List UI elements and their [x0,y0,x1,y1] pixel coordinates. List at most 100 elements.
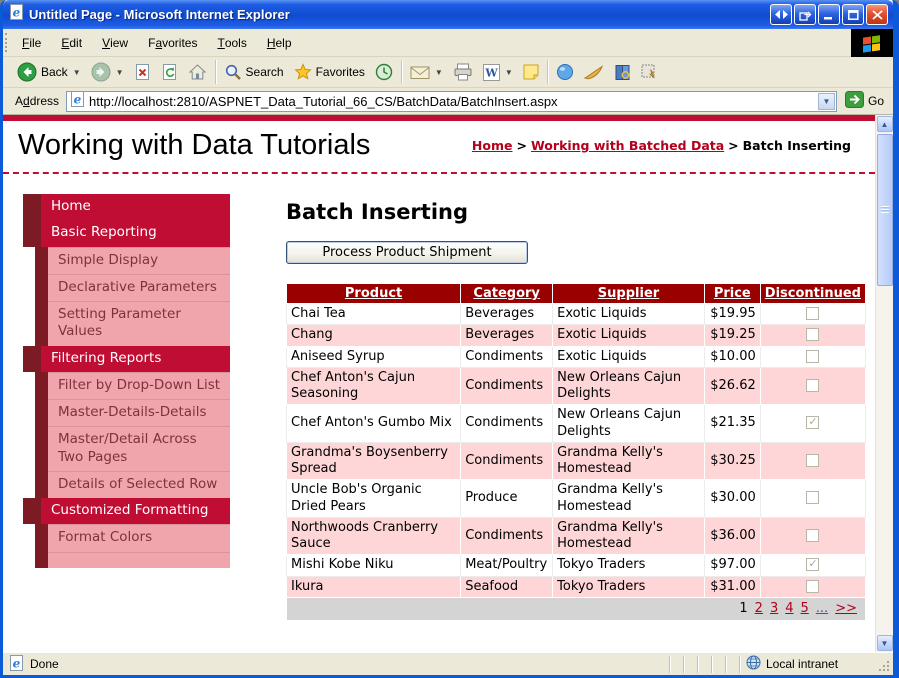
resize-grip[interactable] [877,656,891,673]
sidebar-item-partial[interactable] [35,551,230,568]
sidebar-item[interactable]: Home [23,194,230,221]
sort-link[interactable]: Product [344,286,403,301]
sidebar-item-label: Master/Detail Across Two Pages [48,426,230,471]
discontinued-cell [759,404,867,443]
go-button[interactable]: Go [837,91,889,111]
history-icon [375,63,393,81]
sidebar-item-label: Basic Reporting [41,220,230,247]
pager-next-link[interactable]: >> [835,600,857,616]
sidebar-item[interactable]: Declarative Parameters [35,273,230,302]
column-header-supplier: Supplier [552,283,705,304]
sidebar-item[interactable]: Master/Detail Across Two Pages [35,426,230,471]
sidebar-item[interactable]: Simple Display [35,246,230,274]
sidebar-item[interactable]: Setting Parameter Values [35,301,230,346]
product-cell: Chang [285,324,462,347]
pager-page-link[interactable]: 5 [800,600,809,616]
vertical-scrollbar: ▲ ▼ [875,115,893,652]
print-button[interactable] [448,61,478,83]
supplier-cell: Grandma Kelly's Homestead [552,516,705,556]
favorites-label: Favorites [315,65,365,79]
address-dropdown-button[interactable]: ▼ [817,92,835,110]
sidebar-item[interactable]: Filter by Drop-Down List [35,371,230,400]
price-cell: $21.35 [703,404,761,443]
column-header-discontinued: Discontinued [759,283,867,304]
sidebar-item[interactable]: Customized Formatting [23,498,230,525]
pager-page-link[interactable]: 4 [785,600,794,616]
breadcrumb-link[interactable]: Working with Batched Data [530,138,725,153]
price-cell: $26.62 [703,366,761,406]
address-input[interactable] [89,93,814,109]
breadcrumb-link[interactable]: Home [471,138,513,153]
swoosh-icon [583,64,604,80]
scroll-down-button[interactable]: ▼ [876,635,893,651]
product-cell: Ikura [285,575,462,598]
pan-button[interactable] [770,4,792,25]
search-button[interactable]: Search [219,61,289,83]
toolbar-separator [214,60,216,84]
toolbar-separator [546,60,548,84]
forward-button[interactable]: ▼ [86,60,129,84]
table-row: Chef Anton's Cajun Seasoning Condiments Ne… [285,366,867,406]
discontinued-checkbox [806,491,820,505]
sidebar-item[interactable]: Filtering Reports [23,345,230,372]
sidebar-item[interactable]: Details of Selected Row [35,470,230,499]
discontinued-cell [759,366,867,406]
scroll-up-button[interactable]: ▲ [876,116,893,132]
close-button[interactable] [866,4,888,25]
product-cell: Aniseed Syrup [285,345,462,368]
sidebar-item-accent [35,470,48,499]
price-cell: $30.25 [703,441,761,481]
sort-link[interactable]: Category [473,286,540,301]
word-button[interactable]: W ▼ [478,62,518,83]
history-button[interactable] [370,61,398,83]
pager-page-link[interactable]: 2 [754,600,763,616]
stop-button[interactable] [129,61,156,83]
table-row: Chai Tea Beverages Exotic Liquids $19.95 [285,302,867,326]
sidebar-item-label: Simple Display [48,246,230,274]
maximize-button[interactable] [842,4,864,25]
discontinued-checkbox [806,557,820,572]
sidebar-menu: Home Basic Reporting Simple Display Declara… [23,194,230,568]
sidebar-item[interactable]: Master-Details-Details [35,399,230,427]
research-button[interactable] [609,62,636,83]
discontinued-checkbox [806,378,820,392]
swoosh-button[interactable] [579,63,609,82]
home-button[interactable] [183,61,212,83]
svg-text:W: W [484,66,498,79]
category-cell: Seafood [460,575,554,598]
toolbar-grip[interactable] [5,33,10,52]
product-cell: Chai Tea [285,302,462,326]
pager-row: 1 2 3 4 5... >> [286,596,866,622]
gridtool-button[interactable] [636,62,662,82]
scrollbar-thumb[interactable] [876,134,893,286]
pager-ellipsis-link[interactable]: ... [815,600,829,616]
sort-link[interactable]: Price [713,286,751,301]
sidebar-item[interactable]: Format Colors [35,524,230,552]
sidebar-item-label: Home [41,194,230,221]
back-button[interactable]: Back ▼ [12,60,86,84]
popout-button[interactable] [794,4,816,25]
favorites-button[interactable]: Favorites [289,61,370,83]
sidebar-item[interactable]: Basic Reporting [23,220,230,247]
ie-page-icon: e [9,4,24,25]
pager-page-link[interactable]: 3 [769,600,779,616]
minimize-button[interactable] [818,4,840,25]
process-product-shipment-button[interactable]: Process Product Shipment [286,241,528,264]
messenger-button[interactable] [551,61,579,83]
notes-button[interactable] [518,62,544,82]
discontinued-checkbox [806,579,820,593]
sort-link[interactable]: Supplier [597,286,660,301]
sidebar-item-label: Filtering Reports [41,345,230,372]
category-cell: Condiments [460,404,554,443]
mail-button[interactable]: ▼ [405,63,448,82]
product-cell: Uncle Bob's Organic Dried Pears [285,479,462,518]
sort-link[interactable]: Discontinued [764,286,861,301]
address-field[interactable]: e ▼ [66,90,837,112]
refresh-button[interactable] [156,61,183,83]
